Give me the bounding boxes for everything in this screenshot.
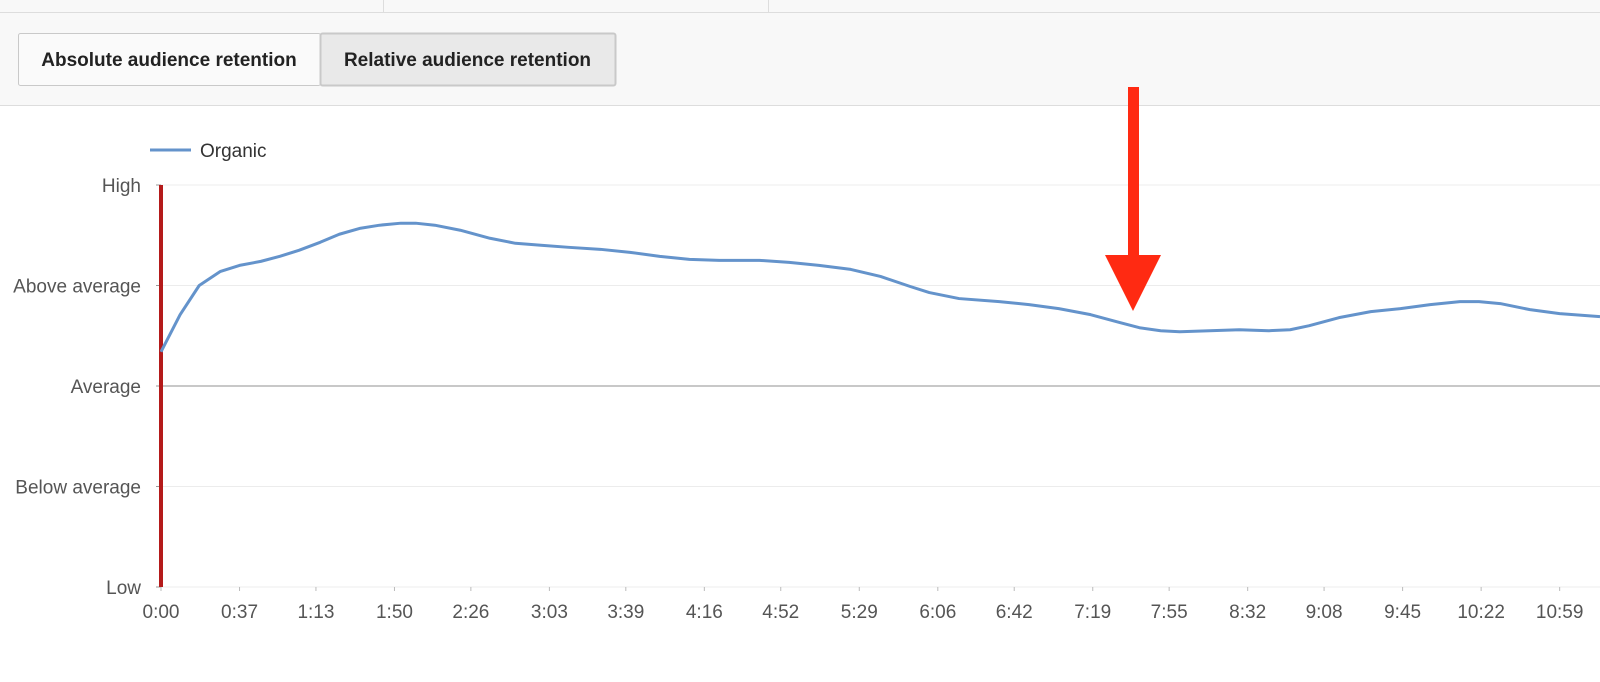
x-tick-label: 2:26: [452, 602, 489, 623]
y-tick-label: Low: [106, 578, 141, 599]
x-tick-label: 5:29: [841, 602, 878, 623]
x-tick-label: 9:45: [1384, 602, 1421, 623]
toggle-button[interactable]: Absolute audience retention: [18, 33, 321, 86]
x-tick-label: 4:52: [762, 602, 799, 623]
x-tick-label: 1:50: [376, 602, 413, 623]
x-tick-label: 3:03: [531, 602, 568, 623]
button-label: Relative audience retention: [344, 50, 591, 71]
x-tick-label: 6:06: [919, 602, 956, 623]
y-tick-label: Above average: [13, 277, 141, 298]
button-label: Absolute audience retention: [41, 50, 296, 71]
x-tick-label: 1:13: [297, 602, 334, 623]
arrow-shaft: [1128, 87, 1139, 262]
legend-label: Organic: [200, 141, 267, 162]
x-tick-label: 10:22: [1457, 602, 1505, 623]
y-tick-label: Below average: [15, 478, 141, 499]
x-tick-label: 3:39: [607, 602, 644, 623]
y-tick-label: High: [102, 176, 141, 197]
x-tick-label: 0:00: [143, 602, 180, 623]
x-tick-label: 9:08: [1306, 602, 1343, 623]
x-tick-label: 6:42: [996, 602, 1033, 623]
x-tick-label: 10:59: [1536, 602, 1584, 623]
button-group: Absolute audience retention Relative audi…: [18, 32, 617, 87]
toggle-button[interactable]: Relative audience retention: [319, 32, 617, 87]
annotation-arrow: [1105, 87, 1161, 311]
x-tick-label: 4:16: [686, 602, 723, 623]
x-tick-label: 7:19: [1074, 602, 1111, 623]
x-tick-label: 0:37: [221, 602, 258, 623]
x-tick-label: 8:32: [1229, 602, 1266, 623]
x-tick-label: 7:55: [1151, 602, 1188, 623]
series-line: [159, 221, 1600, 353]
arrow-head: [1105, 255, 1161, 311]
button-bg: [319, 32, 617, 87]
chart: Low Below average Average Above average High…: [13, 141, 1600, 623]
y-tick-label: Average: [71, 377, 141, 398]
